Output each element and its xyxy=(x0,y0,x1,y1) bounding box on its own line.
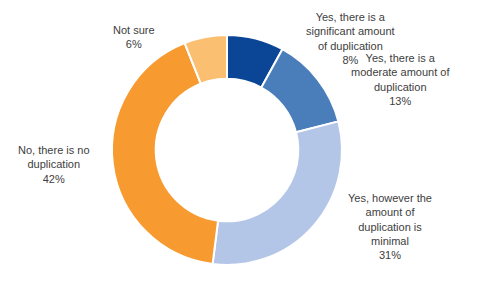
svg-text:Yes, there is asignificant amo: Yes, there is asignificant amountof dupl… xyxy=(306,11,395,66)
svg-text:Not sure6%: Not sure6% xyxy=(113,24,155,50)
svg-text:Yes, there is amoderate amount: Yes, there is amoderate amount ofduplica… xyxy=(351,52,450,107)
svg-text:Yes, however theamount ofdupli: Yes, however theamount ofduplication ism… xyxy=(348,192,432,261)
svg-text:No, there is noduplication42%: No, there is noduplication42% xyxy=(18,144,90,185)
